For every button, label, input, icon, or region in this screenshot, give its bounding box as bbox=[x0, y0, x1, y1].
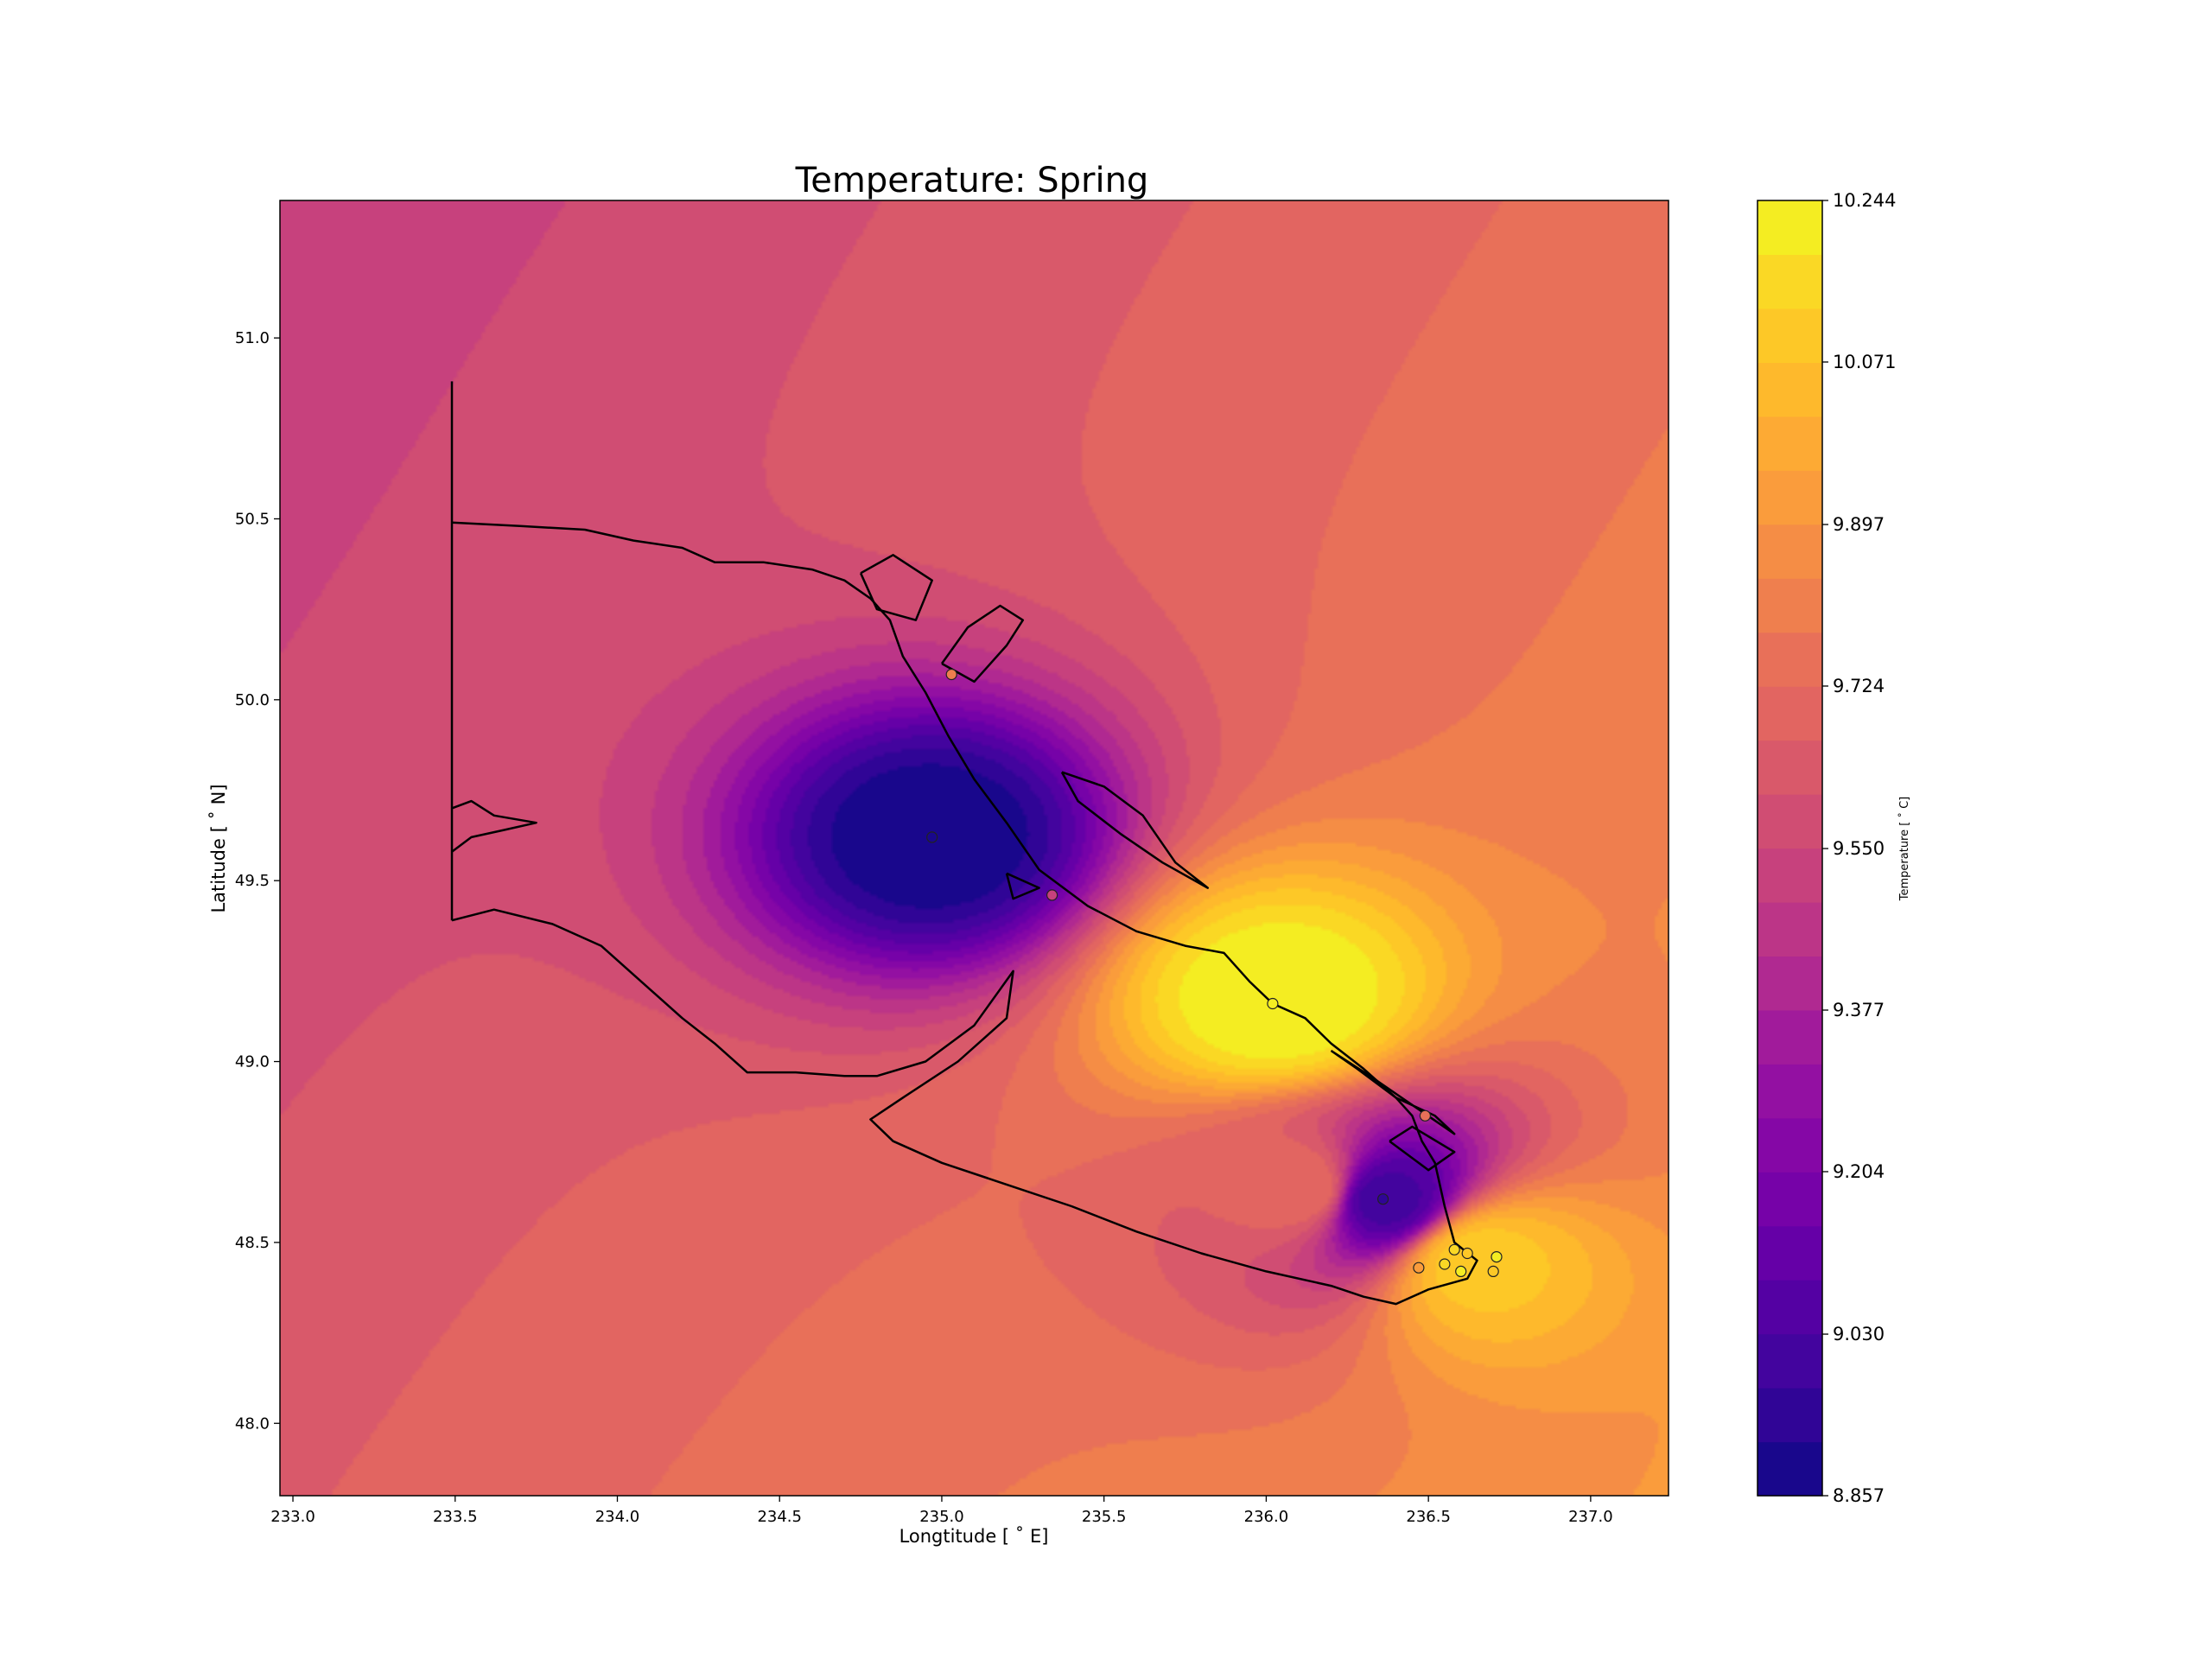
colorbar-band bbox=[1758, 1064, 1822, 1119]
colorbar-tick-label: 9.030 bbox=[1833, 1324, 1885, 1344]
x-tick-label: 234.0 bbox=[595, 1508, 640, 1526]
colorbar-tick-label: 9.204 bbox=[1833, 1161, 1885, 1182]
colorbar-ticks: 8.857 9.030 9.204 9.377 9.550 9.724 9.897 10.07… bbox=[1822, 190, 1896, 1506]
station-marker bbox=[1487, 1265, 1499, 1278]
colorbar-band bbox=[1758, 1117, 1822, 1173]
x-tick-label: 235.5 bbox=[1082, 1508, 1127, 1526]
y-tick-label: 49.5 bbox=[235, 872, 270, 890]
y-tick-label: 48.5 bbox=[235, 1234, 270, 1252]
colorbar-band bbox=[1758, 794, 1822, 849]
colorbar-band bbox=[1758, 308, 1822, 363]
colorbar-tick-label: 10.244 bbox=[1833, 190, 1896, 211]
x-tick-label: 237.0 bbox=[1568, 1508, 1613, 1526]
x-tick-label: 233.0 bbox=[270, 1508, 315, 1526]
colorbar-band bbox=[1758, 686, 1822, 741]
colorbar-band bbox=[1758, 524, 1822, 579]
colorbar-band bbox=[1758, 254, 1822, 309]
colorbar-tick-label: 9.897 bbox=[1833, 514, 1885, 535]
y-tick-label: 49.0 bbox=[235, 1053, 270, 1071]
y-axis-label: Latitude [ ˚ N] bbox=[208, 784, 229, 912]
coastline-segment bbox=[451, 799, 537, 853]
coastline-segment bbox=[1005, 872, 1040, 900]
colorbar-band bbox=[1758, 578, 1822, 633]
colorbar-band bbox=[1758, 1333, 1822, 1389]
colorbar-band bbox=[1758, 956, 1822, 1011]
x-axis-ticks: 233.0 233.5 234.0 234.5 235.0 235.5 236.0 236.5… bbox=[270, 1496, 1613, 1526]
colorbar-band bbox=[1758, 632, 1822, 687]
colorbar-tick-label: 9.724 bbox=[1833, 676, 1885, 696]
station-marker bbox=[926, 831, 938, 843]
colorbar-band bbox=[1758, 200, 1822, 256]
station-marker bbox=[1413, 1262, 1425, 1274]
coastline-segment bbox=[859, 554, 933, 621]
coastline-segment bbox=[451, 521, 1478, 1306]
temperature-field bbox=[280, 200, 1669, 1496]
coastline-segment bbox=[1389, 1125, 1456, 1172]
colorbar-band bbox=[1758, 848, 1822, 903]
colorbar-tick-label: 10.071 bbox=[1833, 352, 1896, 372]
colorbar-band bbox=[1758, 1172, 1822, 1227]
y-tick-label: 50.0 bbox=[235, 691, 270, 709]
station-marker bbox=[1419, 1109, 1432, 1122]
colorbar-band bbox=[1758, 1009, 1822, 1065]
y-axis-ticks: 48.0 48.5 49.0 49.5 50.0 50.5 51.0 bbox=[235, 329, 280, 1433]
colorbar: 8.857 9.030 9.204 9.377 9.550 9.724 9.897 10.07… bbox=[1757, 190, 1911, 1506]
colorbar-band bbox=[1758, 362, 1822, 417]
colorbar-band bbox=[1758, 1225, 1822, 1281]
colorbar-tick-label: 9.377 bbox=[1833, 1000, 1885, 1020]
station-marker bbox=[1491, 1250, 1503, 1263]
x-tick-label: 235.0 bbox=[919, 1508, 964, 1526]
station-marker bbox=[1046, 889, 1058, 901]
chart-title: Temperature: Spring bbox=[795, 161, 1149, 200]
y-tick-label: 48.0 bbox=[235, 1414, 270, 1433]
x-axis-label: Longtitude [ ˚ E] bbox=[899, 1526, 1049, 1547]
stations bbox=[926, 668, 1503, 1278]
coastline-segment bbox=[940, 604, 1025, 683]
x-tick-label: 236.5 bbox=[1406, 1508, 1451, 1526]
station-marker bbox=[1448, 1243, 1460, 1255]
x-tick-label: 233.5 bbox=[433, 1508, 478, 1526]
plot-frame bbox=[279, 200, 1669, 1497]
colorbar-bands bbox=[1758, 200, 1822, 1497]
station-marker bbox=[1376, 1193, 1389, 1205]
station-marker bbox=[945, 668, 957, 681]
station-marker bbox=[1439, 1258, 1451, 1270]
colorbar-band bbox=[1758, 1441, 1822, 1497]
y-tick-label: 50.5 bbox=[235, 510, 270, 528]
station-marker bbox=[1267, 997, 1279, 1010]
colorbar-band bbox=[1758, 740, 1822, 795]
y-tick-label: 51.0 bbox=[235, 329, 270, 347]
coastline bbox=[450, 381, 1478, 1306]
colorbar-label: Temperature [ ˚ C] bbox=[1897, 797, 1911, 901]
x-tick-label: 234.5 bbox=[757, 1508, 802, 1526]
colorbar-tick-label: 8.857 bbox=[1833, 1485, 1885, 1506]
colorbar-tick-label: 9.550 bbox=[1833, 838, 1885, 859]
colorbar-band bbox=[1758, 416, 1822, 471]
colorbar-band bbox=[1758, 470, 1822, 525]
coastline-segment bbox=[1060, 771, 1210, 889]
colorbar-band bbox=[1758, 1388, 1822, 1443]
station-marker bbox=[1455, 1265, 1467, 1278]
colorbar-band bbox=[1758, 1280, 1822, 1335]
colorbar-band bbox=[1758, 901, 1822, 957]
plot-area: 233.0 233.5 234.0 234.5 235.0 235.5 236.0 236.5… bbox=[235, 200, 1669, 1526]
coastline-segment bbox=[1330, 1049, 1456, 1135]
station-marker bbox=[1461, 1247, 1473, 1260]
x-tick-label: 236.0 bbox=[1244, 1508, 1289, 1526]
